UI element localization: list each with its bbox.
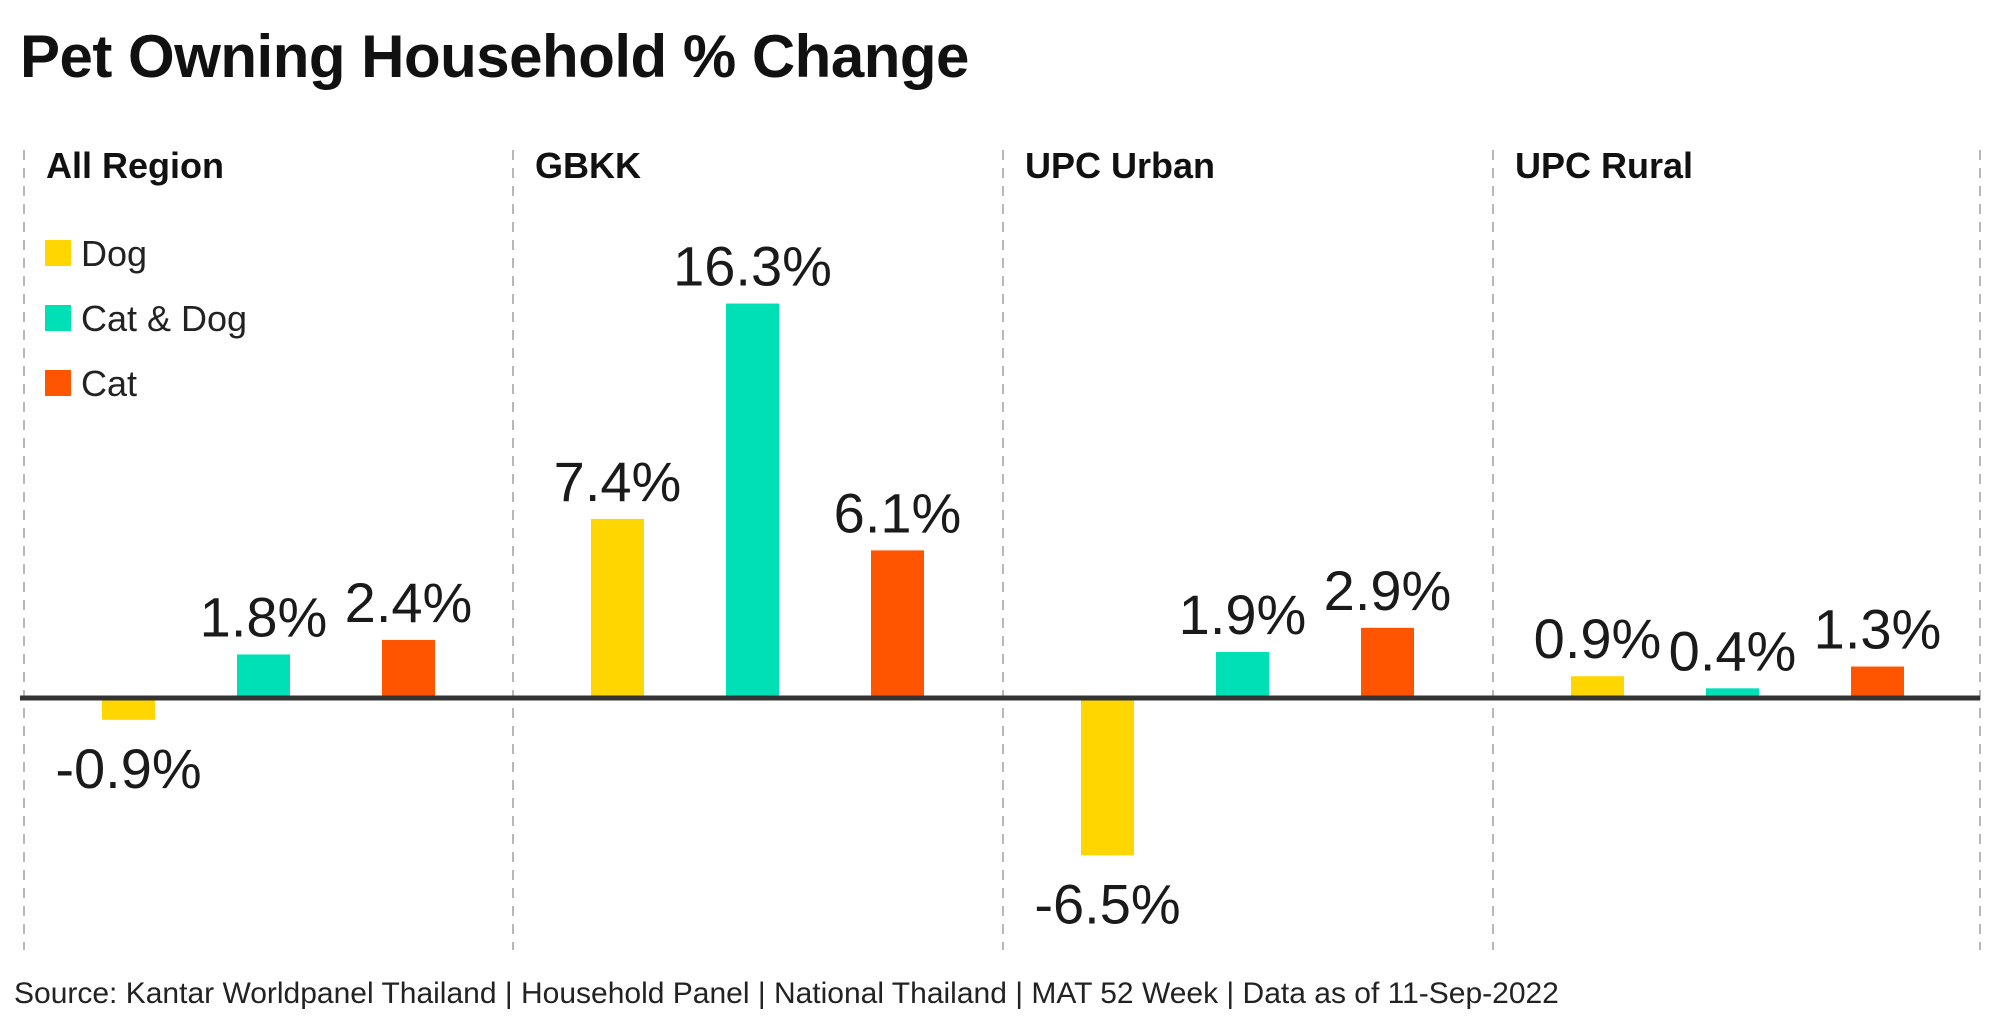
data-label-upc-rural-dog: 0.9% [1534,607,1662,670]
panel-title-all-region: All Region [46,145,224,186]
data-label-all-region-cat-and-dog: 1.8% [200,585,328,648]
bar-all-region-cat [382,639,435,698]
panel-title-upc-rural: UPC Rural [1515,145,1693,186]
legend-swatch-dog [45,240,71,266]
bar-gbkk-cat-and-dog [726,303,779,698]
legend-swatch-cat-and-dog [45,305,71,331]
bar-all-region-cat-and-dog [237,654,290,698]
chart-title: Pet Owning Household % Change [20,23,969,90]
legend-label-cat: Cat [81,363,137,404]
panel-title-upc-urban: UPC Urban [1025,145,1215,186]
bar-upc-rural-dog [1571,676,1624,698]
bar-gbkk-cat [871,550,924,698]
bar-upc-urban-dog [1081,698,1134,856]
bar-upc-rural-cat-and-dog [1706,688,1759,698]
data-label-gbkk-cat-and-dog: 16.3% [673,235,832,298]
data-label-upc-rural-cat-and-dog: 0.4% [1669,619,1797,682]
data-label-upc-rural-cat: 1.3% [1814,598,1942,661]
data-label-gbkk-cat: 6.1% [834,481,962,544]
bar-gbkk-dog [591,518,644,698]
data-label-upc-urban-cat: 2.9% [1324,559,1452,622]
bar-upc-urban-cat [1361,627,1414,698]
data-label-all-region-dog: -0.9% [55,737,201,800]
legend-label-dog: Dog [81,233,147,274]
bar-all-region-dog [102,698,155,720]
data-label-gbkk-dog: 7.4% [554,450,682,513]
legend-label-cat-and-dog: Cat & Dog [81,298,247,339]
legend-swatch-cat [45,370,71,396]
data-label-all-region-cat: 2.4% [345,571,473,634]
data-label-upc-urban-cat-and-dog: 1.9% [1179,583,1307,646]
bar-upc-urban-cat-and-dog [1216,652,1269,698]
data-label-upc-urban-dog: -6.5% [1034,872,1180,935]
bar-upc-rural-cat [1851,666,1904,698]
source-note: Source: Kantar Worldpanel Thailand | Hou… [14,977,1559,1010]
panel-title-gbkk: GBKK [535,145,641,186]
